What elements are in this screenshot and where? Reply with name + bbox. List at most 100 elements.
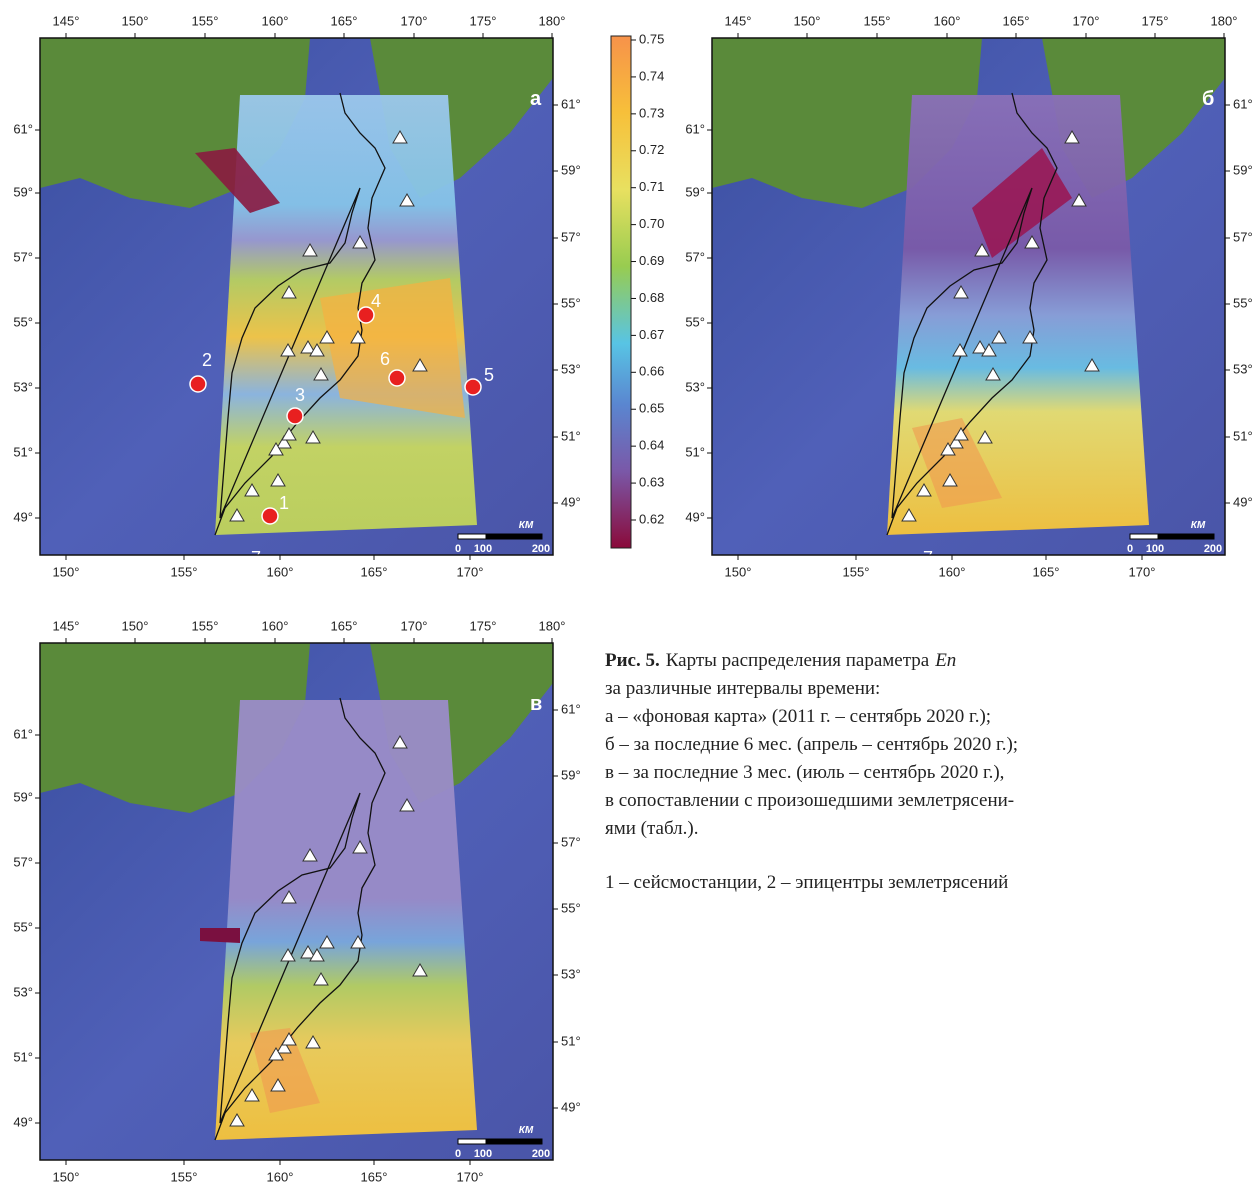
map-label: в <box>530 693 542 715</box>
colorbar-tick-label: 0.74 <box>639 68 664 83</box>
bottom-tick-label: 165° <box>1033 564 1060 579</box>
colorbar-tick-label: 0.66 <box>639 364 664 379</box>
right-tick-label: 53° <box>561 966 581 981</box>
parameter-field <box>887 95 1149 535</box>
bottom-tick-label: 150° <box>53 1169 80 1184</box>
epicenter-label: 7 <box>923 548 933 568</box>
top-tick-label: 175° <box>1142 13 1169 28</box>
right-tick-label: 51° <box>561 428 581 443</box>
figure: 1234567аКМ0100200145°150°155°160°165°170… <box>0 0 1255 1187</box>
caption-line: б – за последние 6 мес. (апрель – сентяб… <box>605 734 1018 755</box>
left-tick-label: 59° <box>13 789 33 804</box>
scale-tick-label: 100 <box>1146 543 1164 555</box>
colorbar-tick-label: 0.69 <box>639 253 664 268</box>
top-tick-label: 165° <box>331 13 358 28</box>
right-tick-label: 55° <box>561 900 581 915</box>
right-tick-label: 61° <box>561 96 581 111</box>
right-tick-label: 61° <box>1233 96 1253 111</box>
figure-label: Рис. 5. <box>605 650 660 671</box>
top-tick-label: 165° <box>331 618 358 633</box>
top-tick-label: 180° <box>539 618 566 633</box>
right-tick-label: 53° <box>1233 361 1253 376</box>
right-tick-label: 49° <box>561 1099 581 1114</box>
top-tick-label: 165° <box>1003 13 1030 28</box>
scale-tick-label: 0 <box>455 1148 461 1160</box>
right-tick-label: 51° <box>1233 428 1253 443</box>
caption-line: а – «фоновая карта» (2011 г. – сентябрь … <box>605 706 991 727</box>
colorbar-tick-label: 0.72 <box>639 142 664 157</box>
epicenter-label: 7 <box>251 548 261 568</box>
right-tick-label: 57° <box>561 834 581 849</box>
scale-tick-label: 0 <box>1127 543 1133 555</box>
left-tick-label: 55° <box>13 314 33 329</box>
caption-line: за различные интервалы времени: <box>605 678 880 699</box>
top-tick-label: 180° <box>1211 13 1238 28</box>
epicenter-label: 1 <box>279 493 289 513</box>
scale-bar <box>486 534 542 539</box>
colorbar-tick-label: 0.71 <box>639 179 664 194</box>
left-tick-label: 61° <box>13 121 33 136</box>
left-tick-label: 61° <box>13 726 33 741</box>
left-tick-label: 59° <box>13 184 33 199</box>
map: 7бКМ0100200145°150°155°160°165°170°175°1… <box>685 13 1252 579</box>
bottom-tick-label: 155° <box>843 564 870 579</box>
right-tick-label: 57° <box>1233 229 1253 244</box>
left-tick-label: 51° <box>13 1049 33 1064</box>
colorbar-tick-label: 0.63 <box>639 475 664 490</box>
top-tick-label: 160° <box>262 618 289 633</box>
caption-text: Карты распределения параметра <box>666 650 930 671</box>
scale-tick-label: 0 <box>455 543 461 555</box>
left-tick-label: 53° <box>13 984 33 999</box>
bottom-tick-label: 150° <box>53 564 80 579</box>
left-tick-label: 53° <box>13 379 33 394</box>
colorbar-tick-label: 0.70 <box>639 216 664 231</box>
top-tick-label: 155° <box>192 618 219 633</box>
scale-tick-label: 100 <box>474 543 492 555</box>
epicenter <box>262 508 278 524</box>
epicenter-label: 6 <box>380 349 390 369</box>
left-tick-label: 55° <box>13 919 33 934</box>
epicenter <box>389 370 405 386</box>
left-tick-label: 49° <box>13 509 33 524</box>
top-tick-label: 175° <box>470 618 497 633</box>
left-tick-label: 57° <box>685 249 705 264</box>
colorbar-tick-label: 0.64 <box>639 438 664 453</box>
caption-legend: 1 – сейсмостанции, 2 – эпицентры землетр… <box>605 872 1008 893</box>
scale-bar <box>1130 534 1158 539</box>
caption-line: в – за последние 3 мес. (июль – сентябрь… <box>605 762 1004 783</box>
epicenter <box>287 408 303 424</box>
top-tick-label: 170° <box>401 13 428 28</box>
colorbar: 0.620.630.640.650.660.670.680.690.700.71… <box>611 31 664 548</box>
right-tick-label: 49° <box>561 494 581 509</box>
parameter: En <box>934 650 956 671</box>
map: вКМ0100200145°150°155°160°165°170°175°18… <box>13 618 580 1184</box>
left-tick-label: 51° <box>685 444 705 459</box>
right-tick-label: 53° <box>561 361 581 376</box>
scale-tick-label: 200 <box>532 543 550 555</box>
left-tick-label: 59° <box>685 184 705 199</box>
right-tick-label: 59° <box>1233 162 1253 177</box>
scale-bar <box>458 534 486 539</box>
top-tick-label: 150° <box>122 13 149 28</box>
top-tick-label: 145° <box>53 618 80 633</box>
epicenter-label: 5 <box>484 365 494 385</box>
scale-unit: КМ <box>1191 520 1206 531</box>
map-label: а <box>530 88 542 110</box>
bottom-tick-label: 165° <box>361 564 388 579</box>
top-tick-label: 170° <box>1073 13 1100 28</box>
top-tick-label: 145° <box>53 13 80 28</box>
parameter-field <box>215 700 477 1140</box>
left-tick-label: 53° <box>685 379 705 394</box>
top-tick-label: 160° <box>934 13 961 28</box>
colorbar-gradient <box>611 36 631 548</box>
top-tick-label: 160° <box>262 13 289 28</box>
bottom-tick-label: 160° <box>939 564 966 579</box>
right-tick-label: 49° <box>1233 494 1253 509</box>
epicenter <box>465 379 481 395</box>
anomaly <box>200 928 240 943</box>
left-tick-label: 51° <box>13 444 33 459</box>
scale-tick-label: 100 <box>474 1148 492 1160</box>
bottom-tick-label: 150° <box>725 564 752 579</box>
right-tick-label: 59° <box>561 162 581 177</box>
